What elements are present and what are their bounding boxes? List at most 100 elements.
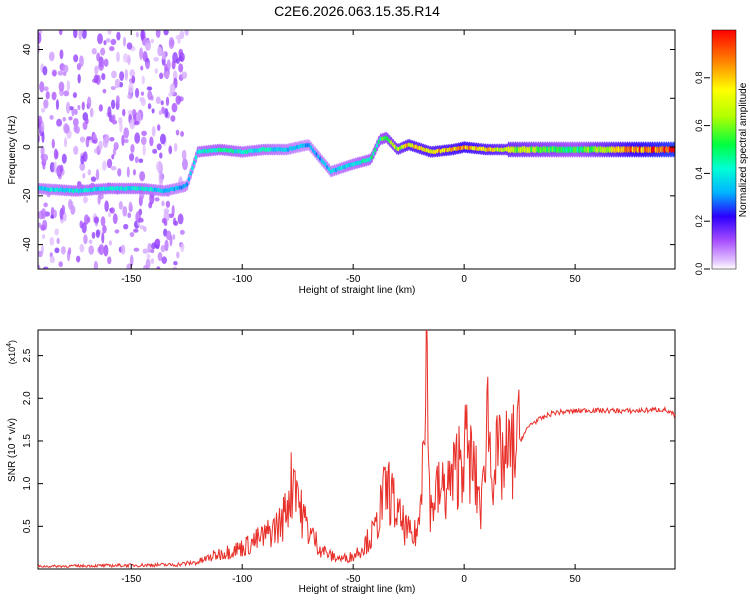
spectrogram-x-label: Height of straight line (km)	[299, 285, 416, 296]
noise-blob	[165, 96, 170, 107]
noise-blob	[38, 134, 41, 143]
noise-blob	[115, 95, 120, 105]
noise-blob	[154, 197, 160, 202]
noise-blob	[67, 247, 72, 256]
spectrogram-y-axis: -40 -20 0 20 40	[22, 44, 675, 252]
noise-blob	[152, 148, 158, 154]
noise-blob	[180, 242, 185, 253]
noise-blob	[38, 250, 43, 258]
noise-blob	[140, 136, 147, 146]
noise-blob	[168, 213, 174, 219]
noise-blob	[53, 161, 57, 174]
noise-blob	[129, 231, 135, 238]
noise-blob	[112, 114, 116, 125]
noise-blob	[131, 75, 136, 84]
noise-blob	[93, 148, 98, 154]
noise-blob	[134, 132, 141, 144]
noise-blob	[109, 46, 115, 52]
noise-blob	[88, 239, 93, 244]
noise-blob	[38, 32, 42, 44]
noise-blob	[97, 33, 103, 45]
noise-blob	[91, 48, 97, 55]
noise-blob	[149, 136, 154, 147]
noise-blob	[122, 36, 127, 47]
noise-blob	[160, 244, 166, 253]
noise-blob	[57, 70, 64, 76]
noise-blob	[175, 129, 180, 136]
spectrogram-x-tick-label: -50	[346, 274, 361, 285]
spectrogram-x-tick-label: -150	[121, 274, 141, 285]
noise-blob	[122, 205, 128, 217]
noise-blob	[173, 220, 179, 226]
noise-blob	[150, 248, 155, 254]
noise-blob	[145, 258, 151, 269]
noise-blob	[141, 75, 145, 85]
snr-multiplier-base: (x10	[7, 347, 17, 365]
noise-blob	[77, 73, 81, 84]
colorbar-gradient	[711, 29, 737, 270]
noise-blob	[164, 63, 168, 72]
noise-blob	[155, 30, 161, 38]
noise-blob	[116, 51, 120, 63]
noise-blob	[72, 92, 78, 99]
noise-blob	[110, 166, 117, 171]
noise-blob	[63, 90, 70, 97]
noise-blob	[102, 225, 107, 234]
noise-blob	[65, 101, 71, 114]
noise-blob	[146, 253, 151, 260]
noise-blob	[85, 117, 89, 125]
noise-blob	[139, 171, 146, 182]
noise-blob	[62, 64, 69, 73]
noise-blob	[102, 136, 109, 149]
noise-blob	[38, 115, 43, 126]
noise-blob	[84, 214, 90, 225]
noise-blob	[59, 49, 64, 60]
noise-blob	[119, 121, 123, 133]
snr-x-tick-label: 50	[570, 574, 582, 585]
noise-blob	[181, 71, 188, 79]
noise-blob	[150, 38, 155, 44]
noise-blob	[163, 30, 169, 36]
spectrogram-heat	[38, 30, 675, 269]
noise-blob	[79, 55, 84, 68]
noise-blob	[156, 266, 161, 269]
noise-blob	[154, 68, 159, 74]
noise-blob	[72, 117, 79, 127]
noise-blob	[168, 145, 173, 155]
noise-blob	[134, 87, 140, 98]
noise-blob	[140, 91, 145, 96]
noise-blob	[97, 194, 101, 205]
noise-blob	[109, 207, 114, 213]
noise-blob	[103, 58, 109, 67]
snr-panel: -150 -100 -50 0 50 0.5 1.0 1.5 2.0 2.5 Height of…	[6, 329, 676, 595]
noise-blob	[100, 47, 106, 56]
noise-blob	[124, 139, 129, 144]
noise-blob	[130, 144, 135, 154]
noise-blob	[171, 60, 176, 70]
noise-blob	[48, 51, 55, 62]
noise-blob	[73, 30, 78, 39]
noise-blob	[156, 46, 163, 57]
spectrogram-frame	[37, 29, 676, 270]
noise-blob	[98, 140, 103, 151]
noise-blob	[129, 254, 134, 267]
noise-blob	[42, 266, 49, 269]
noise-blob	[64, 124, 70, 134]
noise-blob	[81, 30, 87, 39]
noise-blob	[40, 145, 45, 157]
noise-blob	[41, 131, 45, 143]
snr-y-label: SNR (10 * v/v)	[7, 418, 18, 482]
noise-blob	[175, 34, 182, 40]
noise-blob	[164, 70, 170, 79]
noise-blob	[83, 234, 88, 245]
colorbar: 0.0 0.2 0.4 0.6 0.8 Normalized spectral ampl…	[694, 29, 749, 275]
noise-blob	[161, 256, 168, 264]
noise-blob	[164, 107, 169, 118]
noise-blob	[76, 255, 81, 263]
noise-blob	[42, 153, 49, 162]
snr-x-tick-label: -50	[346, 574, 361, 585]
noise-blob	[40, 107, 46, 113]
noise-blob	[156, 143, 162, 151]
snr-x-axis: -150 -100 -50 0 50	[121, 330, 581, 585]
colorbar-ticks: 0.0 0.2 0.4 0.6 0.8	[694, 72, 710, 275]
